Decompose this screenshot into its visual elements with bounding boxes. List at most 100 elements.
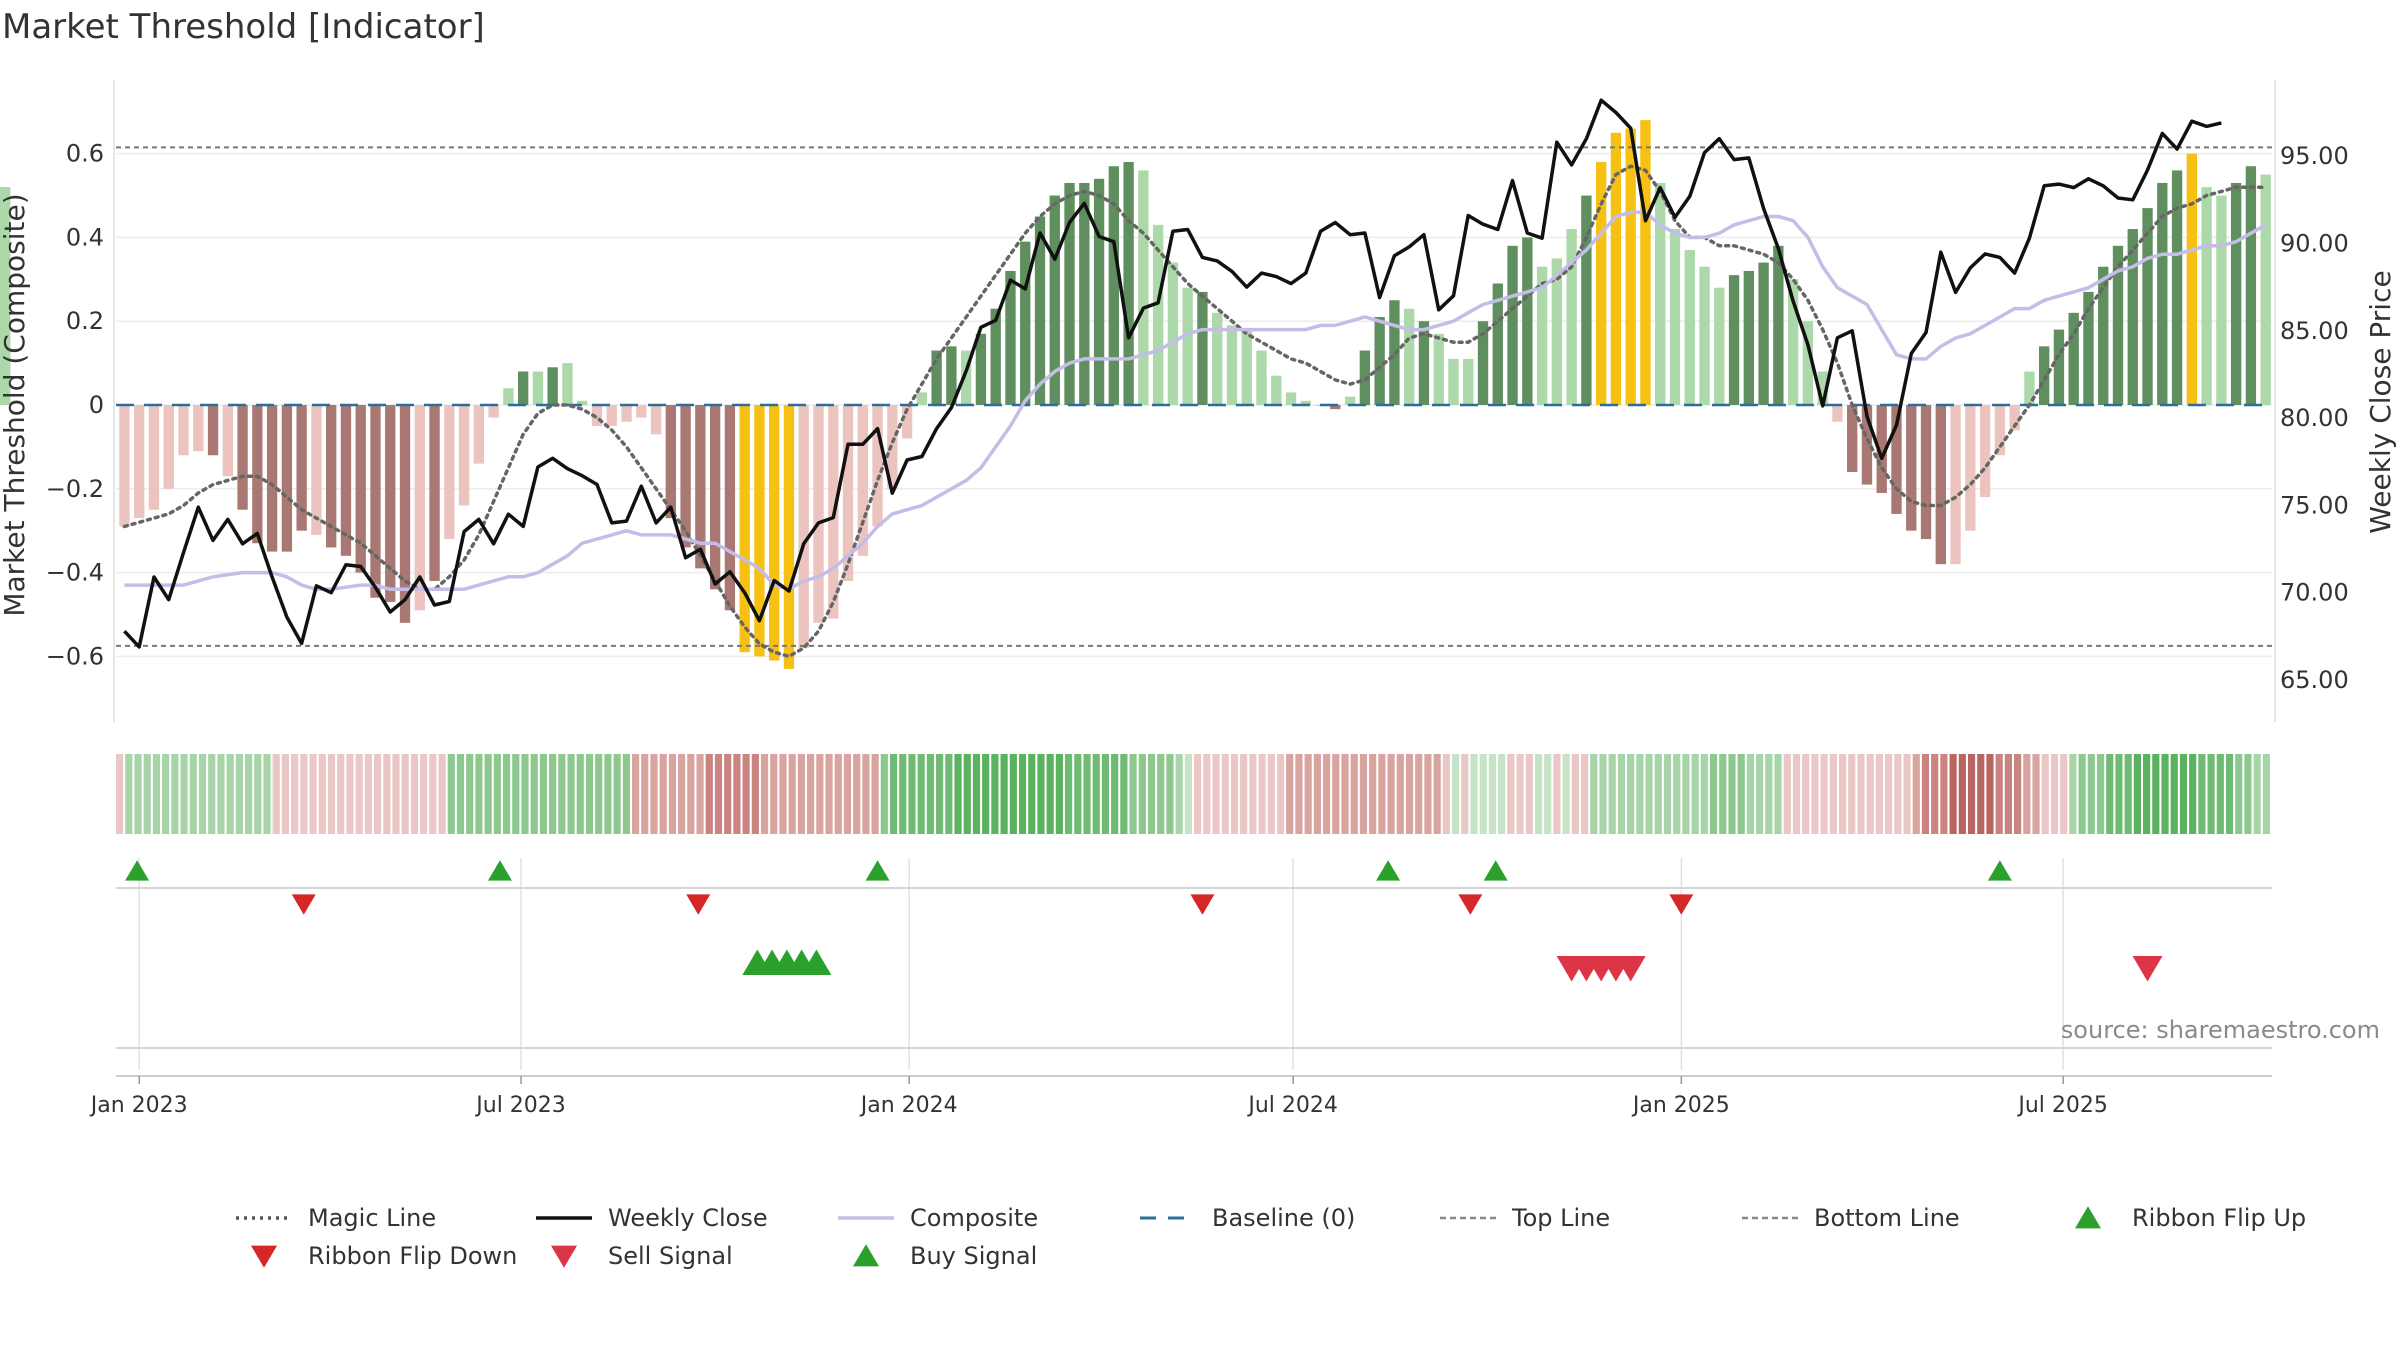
composite-bar <box>709 405 721 590</box>
ribbon-cell <box>309 754 317 834</box>
composite-bar <box>577 400 588 405</box>
ribbon-cell <box>1682 754 1690 834</box>
ribbon-cell <box>1092 754 1100 834</box>
ribbon-cell <box>760 754 769 834</box>
ribbon-cell <box>2225 754 2234 834</box>
ribbon-cell <box>641 754 649 834</box>
ribbon-cell <box>631 754 640 834</box>
ribbon-flip-up-marker <box>487 860 512 881</box>
ribbon-cell <box>705 754 713 834</box>
ribbon-cell <box>1783 754 1791 834</box>
composite-bar <box>252 405 263 544</box>
ribbon-cell <box>2087 754 2095 834</box>
ribbon-cell <box>530 754 538 834</box>
ribbon-cell <box>1875 754 1883 834</box>
legend-label: Baseline (0) <box>1212 1204 1355 1232</box>
y-tick-label-left: 0.4 <box>66 223 104 251</box>
composite-bar <box>2038 346 2050 405</box>
ribbon-cell <box>456 754 465 834</box>
composite-bar <box>1212 312 1223 405</box>
legend-swatch <box>251 1245 277 1268</box>
ribbon-cell <box>549 754 557 834</box>
legend-item: Composite <box>838 1204 1038 1232</box>
x-tick-label: Jan 2025 <box>1631 1093 1730 1118</box>
ribbon-cell <box>1147 754 1156 834</box>
ribbon-cell <box>558 754 566 834</box>
ribbon-cell <box>1691 754 1699 834</box>
ribbon-cell <box>1857 754 1865 834</box>
composite-bar <box>1773 245 1784 405</box>
composite-bar <box>1743 270 1754 405</box>
ribbon-cell <box>2198 754 2206 834</box>
legend-label: Weekly Close <box>608 1204 768 1232</box>
composite-bar <box>1034 216 1046 405</box>
composite-bar <box>1714 287 1725 405</box>
composite-bar <box>636 405 647 418</box>
ribbon-cell <box>2262 754 2270 834</box>
ribbon-cell <box>1295 754 1303 834</box>
legend-item: Ribbon Flip Down <box>251 1242 517 1270</box>
composite-bar <box>311 405 322 535</box>
composite-bar <box>340 405 352 556</box>
ribbon-cell <box>853 754 861 834</box>
legend-item: Top Line <box>1440 1204 1610 1232</box>
ribbon-cell <box>1442 754 1450 834</box>
composite-bar <box>798 405 809 648</box>
ribbon-cell <box>116 754 124 834</box>
ribbon-cell <box>871 754 879 834</box>
ribbon-cell <box>668 754 677 834</box>
composite-bar <box>2245 166 2257 405</box>
ribbon-cell <box>2216 754 2224 834</box>
ribbon-cell <box>834 754 842 834</box>
ribbon-cell <box>1313 754 1321 834</box>
ribbon-cell <box>1203 754 1211 834</box>
composite-bar <box>1256 350 1267 405</box>
x-axis: Jan 2023 Jul 2023 Jan 2024 Jul 2024 Jan 2025… <box>89 1076 2108 1118</box>
composite-bar <box>163 405 174 489</box>
ribbon-cell <box>1995 754 2003 834</box>
composite-bar <box>1226 325 1238 405</box>
ribbon-cell <box>1553 754 1561 834</box>
composite-bar <box>695 405 706 569</box>
ribbon-cell <box>2023 754 2031 834</box>
ribbon-cell <box>1369 754 1377 834</box>
ribbon-cell <box>1903 754 1911 834</box>
ribbon-cell <box>217 754 225 834</box>
composite-bar <box>1492 283 1503 405</box>
ribbon-cell <box>1498 754 1506 834</box>
ribbon-cell <box>714 754 723 834</box>
composite-bar <box>281 405 293 552</box>
ribbon-cell <box>1765 754 1773 834</box>
axes: 0.6 0.4 0.2 0 −0.2 −0.4 −0.6 95.00 90.00 85.00 80.… <box>46 80 2349 722</box>
composite-bar <box>2127 229 2138 405</box>
ribbon-cell <box>1756 754 1764 834</box>
ribbon-cell <box>622 754 630 834</box>
y-tick-label-left: −0.6 <box>46 642 104 670</box>
composite-bar <box>2009 405 2020 431</box>
ribbon-cell <box>1617 754 1626 834</box>
composite-bar <box>119 405 130 527</box>
ribbon-cell <box>1378 754 1386 834</box>
ribbon-cell <box>1571 754 1579 834</box>
ribbon-cell <box>982 754 990 834</box>
ribbon-cell <box>420 754 428 834</box>
composite-bar <box>193 405 204 452</box>
legend-label: Ribbon Flip Down <box>308 1242 517 1270</box>
ribbon-cell <box>843 754 852 834</box>
ribbon-cell <box>1074 754 1082 834</box>
composite-bar <box>591 405 603 426</box>
composite-bar <box>1935 405 1946 565</box>
ribbon-cell <box>1838 754 1847 834</box>
composite-bar <box>562 363 573 405</box>
ribbon-cell <box>1276 754 1285 834</box>
ribbon-cell <box>1516 754 1524 834</box>
composite-bar <box>621 405 632 422</box>
ribbon-cell <box>327 754 336 834</box>
ribbon-cell <box>678 754 686 834</box>
x-tick-label: Jul 2023 <box>474 1093 566 1118</box>
legend-label: Bottom Line <box>1814 1204 1960 1232</box>
y-tick-label-right: 90.00 <box>2280 229 2349 257</box>
ribbon-cell <box>1451 754 1460 834</box>
ribbon-cell <box>1175 754 1183 834</box>
composite-bar <box>1064 182 1075 405</box>
